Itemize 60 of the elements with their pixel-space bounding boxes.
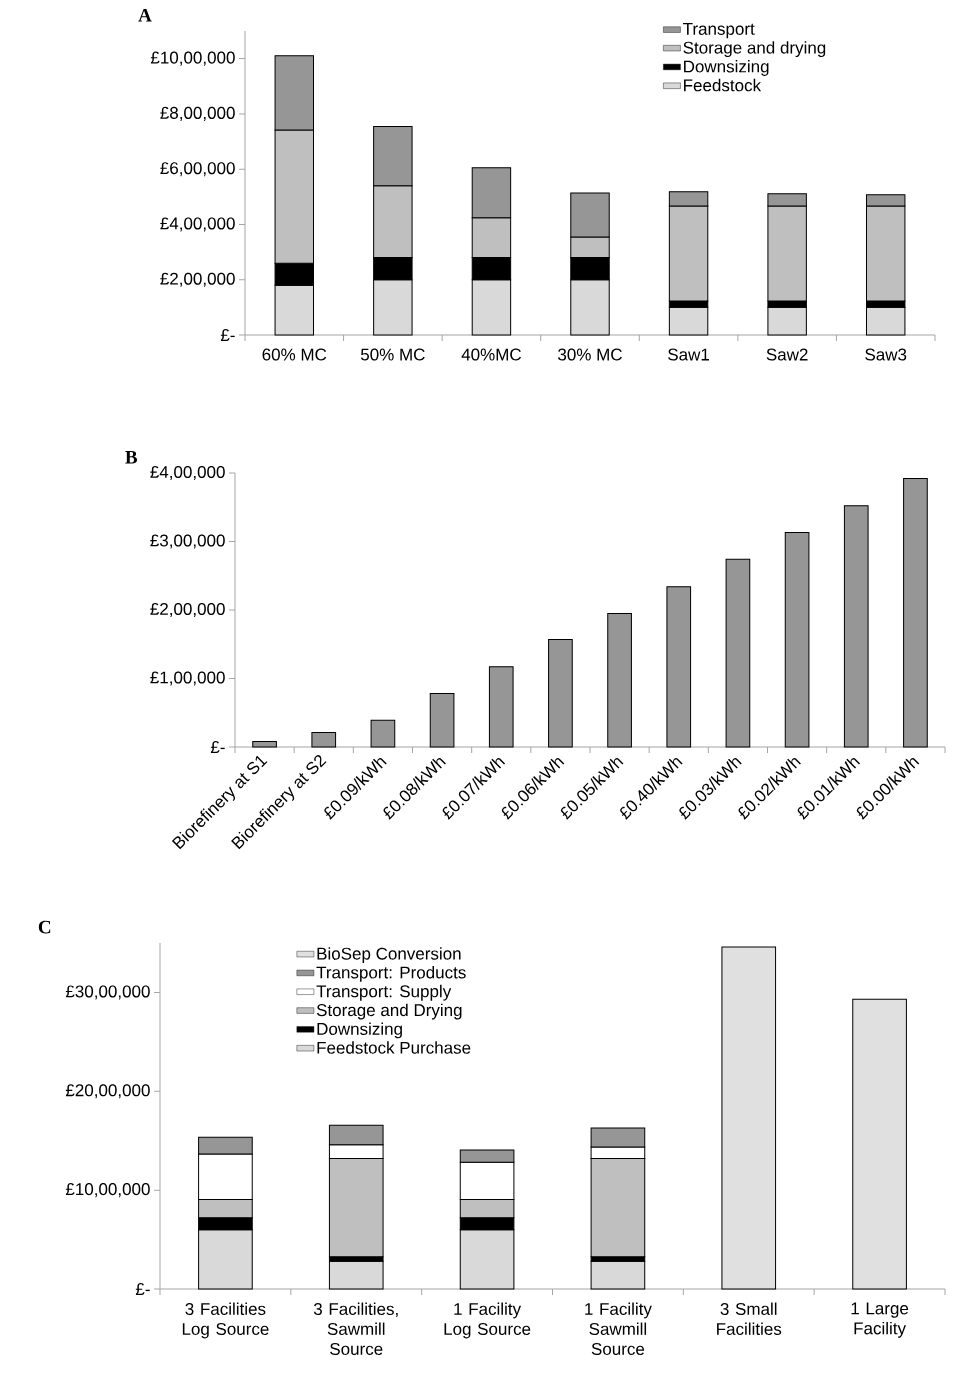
bar [252, 741, 277, 748]
x-tick-label: Saw3 [865, 348, 907, 361]
bar [865, 306, 906, 336]
y-tick-label: £30,00,000 [65, 985, 150, 1000]
chart-title: C [38, 920, 51, 934]
x-tick-label: 60% MC [262, 348, 327, 361]
legend-label: Storage and Drying [316, 1003, 462, 1020]
bar [370, 719, 396, 748]
legend-label: Downsizing [684, 60, 769, 76]
legend-label: Feedstock [684, 78, 762, 92]
bar [607, 612, 632, 748]
bar [429, 693, 455, 748]
y-tick-label: £- [220, 329, 235, 341]
legend-label: Downsizing [317, 1022, 402, 1039]
bar [767, 306, 807, 336]
x-tick-label: 40%MC [461, 348, 522, 361]
bar [852, 998, 907, 1290]
y-tick-label: £10,00,000 [65, 1183, 150, 1198]
x-tick-label: 3 Facilities Log Source [182, 1302, 269, 1339]
x-tick-label: 30% MC [558, 348, 622, 361]
x-tick-label: Saw2 [766, 348, 808, 361]
x-tick-label: 3 Facilities, Sawmill Source [313, 1302, 398, 1356]
legend-label: Transport: Products [316, 966, 466, 982]
y-tick-label: £20,00,000 [65, 1084, 150, 1099]
chart-title: A [138, 8, 152, 22]
y-tick-label: £2,00,000 [150, 602, 225, 618]
x-tick-label: 50% MC [360, 348, 425, 361]
y-tick-label: £1,00,000 [150, 671, 225, 686]
bar [903, 477, 928, 748]
x-tick-label: 1 Large Facility [851, 1302, 909, 1338]
y-tick-label: £2,00,000 [160, 272, 235, 287]
legend-label: Storage and drying [683, 41, 826, 58]
bar [668, 306, 709, 336]
legend-label: Transport: Supply [316, 984, 452, 1001]
y-tick-label: £4,00,000 [160, 217, 235, 232]
y-tick-label: £10,00,000 [150, 51, 235, 66]
chart-title: B [125, 450, 138, 464]
y-tick-label: £4,00,000 [150, 465, 225, 481]
y-tick-label: £8,00,000 [160, 106, 235, 121]
y-tick-label: £6,00,000 [160, 162, 235, 177]
y-tick-label: £3,00,000 [150, 534, 225, 549]
bar [590, 1260, 646, 1290]
y-tick-label: £- [135, 1283, 150, 1295]
y-tick-label: £- [210, 741, 225, 753]
bar [725, 558, 751, 748]
bar [721, 946, 777, 1290]
bar [784, 532, 810, 748]
legend-label: Feedstock Purchase [317, 1041, 471, 1054]
x-tick-label: 1 Facility Sawmill Source [585, 1302, 652, 1356]
bar [328, 1260, 384, 1290]
x-tick-label: 1 Facility Log Source [444, 1302, 531, 1339]
bar [843, 505, 869, 748]
bar [311, 732, 337, 748]
x-tick-label: Saw1 [668, 348, 709, 361]
bar [666, 586, 692, 748]
legend-label: Transport [683, 23, 755, 39]
bar [548, 638, 573, 748]
bar [488, 666, 514, 748]
legend-label: BioSep Conversion [317, 947, 461, 964]
x-tick-label: 3 Small Facilities [717, 1302, 782, 1336]
